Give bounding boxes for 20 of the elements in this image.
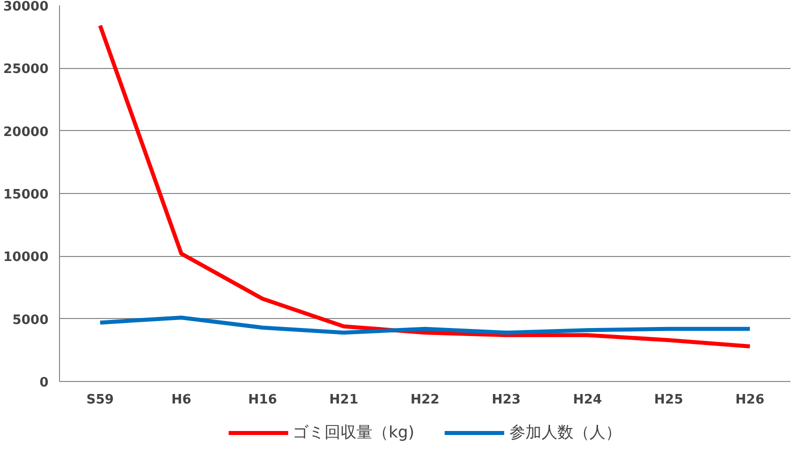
y-tick-label: 10000 [3, 250, 49, 266]
x-tick-label: H16 [248, 392, 278, 408]
y-tick-label: 0 [39, 376, 48, 390]
x-tick-label: H6 [171, 392, 192, 408]
x-tick-label: S59 [86, 392, 114, 408]
x-tick-label: H22 [410, 392, 440, 408]
x-tick-label: H26 [735, 392, 764, 408]
x-tick-label: H23 [492, 392, 521, 408]
x-tick-label: H21 [329, 392, 358, 408]
legend-label: ゴミ回収量（kg) [292, 422, 414, 443]
y-tick-label: 15000 [3, 188, 49, 202]
y-tick-label: 30000 [3, 0, 49, 14]
y-tick-label: 25000 [3, 62, 49, 78]
y-tick-label: 20000 [3, 124, 49, 140]
y-tick-label: 5000 [12, 312, 49, 328]
x-tick-label: H25 [654, 392, 684, 408]
line-series [98, 24, 752, 348]
x-tick-label: H24 [572, 392, 602, 408]
legend-label: 参加人数（人） [509, 422, 622, 443]
line-series [98, 316, 752, 335]
